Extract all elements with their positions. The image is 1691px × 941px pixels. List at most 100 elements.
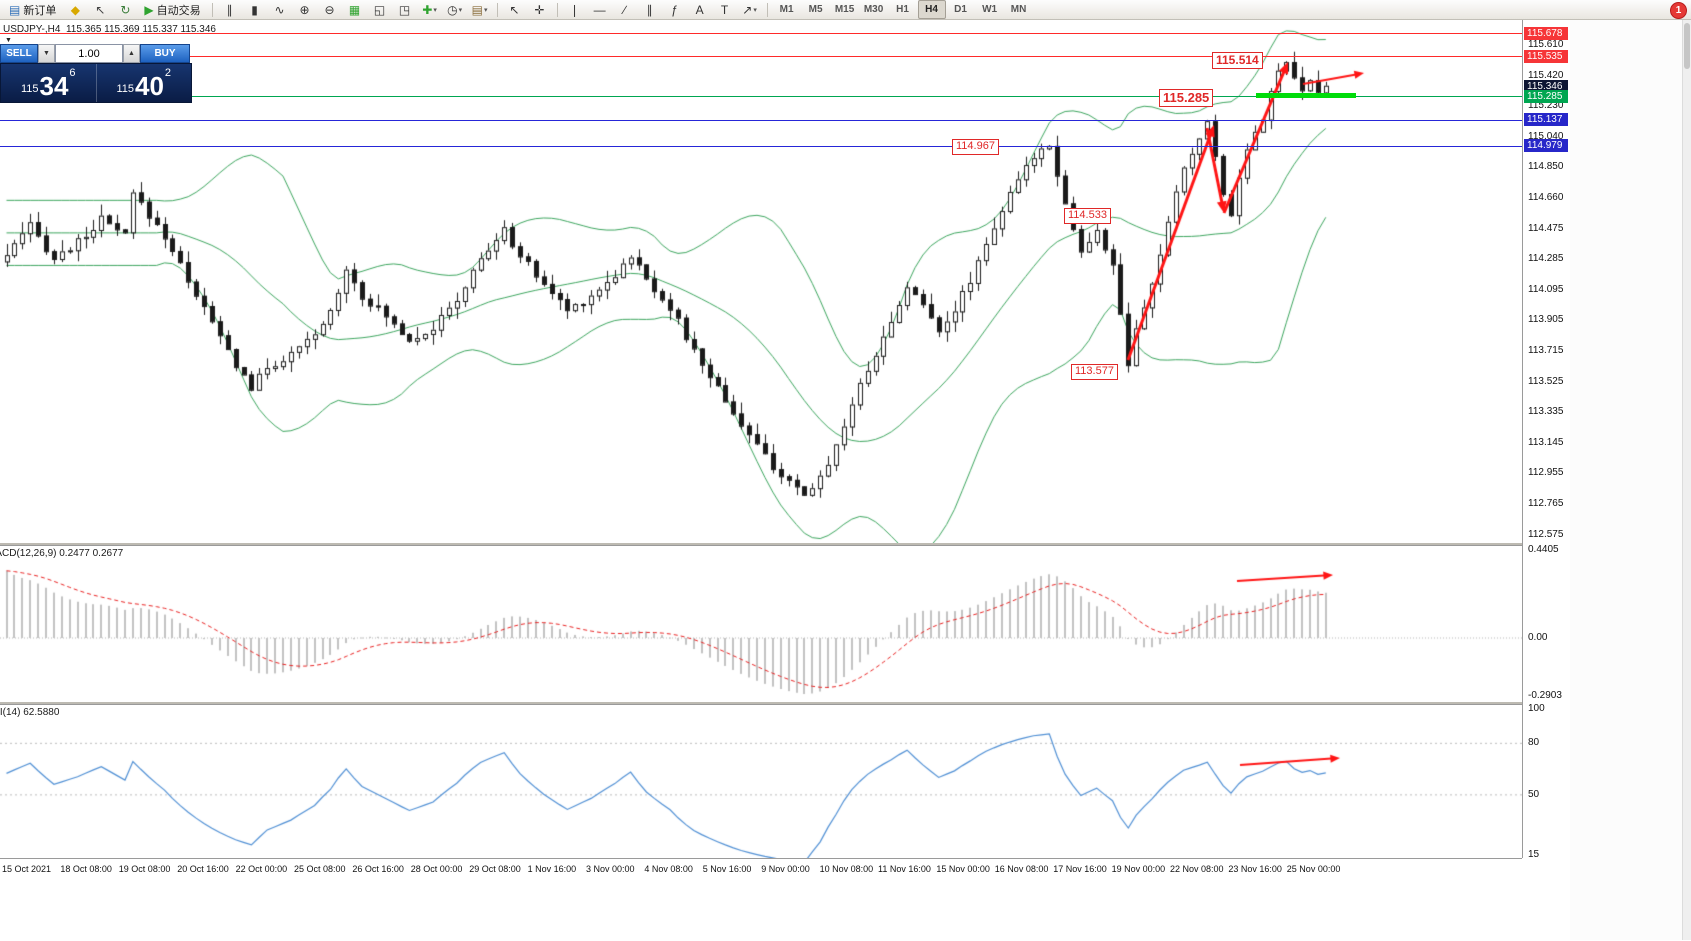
price-badge-115285: 115.285 xyxy=(1524,90,1568,103)
rsi-axis-tick: 100 xyxy=(1528,703,1545,714)
lot-size-input[interactable] xyxy=(55,44,123,63)
price-axis[interactable]: 115.610 115.420 115.230 115.040 114.850 114.6… xyxy=(1522,20,1570,860)
support-line-115285[interactable] xyxy=(0,96,1522,97)
timeframe-button-D1[interactable]: D1 xyxy=(954,4,967,15)
scrollbar-thumb[interactable] xyxy=(1684,23,1690,69)
notification-badge[interactable]: 1 xyxy=(1670,2,1687,19)
time-tick: 15 Oct 2021 xyxy=(2,864,52,874)
macd-label: MACD(12,26,9) 0.2477 0.2677 xyxy=(0,548,124,559)
buy-price-point: 2 xyxy=(164,67,172,79)
time-tick: 23 Nov 16:00 xyxy=(1228,864,1282,874)
rsi-label: RSI(14) 62.5880 xyxy=(0,707,60,718)
cursor-mode-icon[interactable]: ↖ xyxy=(88,0,112,19)
price-badge-114979: 114.979 xyxy=(1524,139,1568,152)
rsi-axis-tick: 50 xyxy=(1528,789,1540,800)
sell-button[interactable]: SELL xyxy=(0,44,38,63)
refresh-icon-glyph: ↻ xyxy=(120,2,131,17)
tile-windows-icon[interactable]: ▦ xyxy=(343,0,367,19)
bucket-fill-icon[interactable]: ◆ xyxy=(63,0,87,19)
price-tick: 114.850 xyxy=(1528,161,1564,172)
new-order-button-label: 新订单 xyxy=(23,4,57,17)
price-label-114533[interactable]: 114.533 xyxy=(1064,208,1111,224)
sell-price[interactable]: 115 34 6 xyxy=(1,64,97,102)
fibonacci-tool-icon[interactable]: ƒ xyxy=(663,0,687,19)
lot-increase-button[interactable]: ▲ xyxy=(123,44,140,63)
price-tick: 113.905 xyxy=(1528,314,1564,325)
price-tick: 112.765 xyxy=(1528,498,1564,509)
channel-tool-icon[interactable]: ∥ xyxy=(638,0,662,19)
new-order-button-glyph: ▤ xyxy=(9,2,21,17)
buy-button[interactable]: BUY xyxy=(140,44,190,63)
periods-button[interactable]: ◷ ▾ xyxy=(443,0,467,19)
lot-decrease-button[interactable]: ▼ xyxy=(38,44,55,63)
timeframe-button-MN[interactable]: MN xyxy=(1010,4,1027,15)
time-axis[interactable]: 15 Oct 2021 18 Oct 08:00 19 Oct 08:00 20 Oc… xyxy=(0,858,1522,941)
time-tick: 9 Nov 00:00 xyxy=(761,864,810,874)
time-tick: 1 Nov 16:00 xyxy=(527,864,577,874)
cascade-windows-icon[interactable]: ◱ xyxy=(368,0,392,19)
price-tick: 115.230 xyxy=(1528,100,1564,111)
autotrade-button[interactable]: ▶ 自动交易 xyxy=(138,0,206,19)
autotrade-button-glyph: ▶ xyxy=(144,2,154,17)
text-tool-icon-glyph: A xyxy=(695,2,704,17)
price-tick: 114.660 xyxy=(1528,192,1564,203)
price-label-115514[interactable]: 115.514 xyxy=(1212,52,1263,69)
price-chart-canvas[interactable] xyxy=(0,20,1522,543)
indicators-button[interactable]: ✚ ▾ xyxy=(418,0,442,19)
price-tick: 113.715 xyxy=(1528,345,1564,356)
candlestick-chart-icon[interactable]: ▮ xyxy=(243,0,267,19)
resistance-line-115535[interactable] xyxy=(0,56,1522,57)
timeframe-button-M30[interactable]: M30 xyxy=(863,4,884,15)
arrange-windows-icon[interactable]: ◳ xyxy=(393,0,417,19)
rsi-panel-canvas[interactable] xyxy=(0,704,1522,859)
crosshair-tool-icon-glyph: ✛ xyxy=(534,2,545,17)
horizontal-line-tool-icon-glyph: ― xyxy=(593,2,606,17)
price-label-114967[interactable]: 114.967 xyxy=(952,139,999,155)
templates-button-glyph: ▤ xyxy=(471,2,483,17)
zoom-out-icon-glyph: ⊖ xyxy=(324,2,335,17)
timeframe-button-H4[interactable]: H4 xyxy=(917,0,946,19)
one-click-trading-panel: SELL ▼ ▲ BUY 115 34 6 115 40 2 xyxy=(0,44,192,103)
vertical-scrollbar[interactable] xyxy=(1682,20,1691,940)
pointer-tool-icon[interactable]: ↖ xyxy=(503,0,527,19)
timeframe-button-H1[interactable]: H1 xyxy=(896,4,909,15)
price-label-113577[interactable]: 113.577 xyxy=(1071,364,1118,380)
text-tool-icon[interactable]: A xyxy=(688,0,712,19)
cascade-windows-icon-glyph: ◱ xyxy=(373,2,386,17)
label-tool-icon[interactable]: T xyxy=(713,0,737,19)
horizontal-line-tool-icon[interactable]: ― xyxy=(588,0,612,19)
price-label-115285[interactable]: 115.285 xyxy=(1159,89,1214,108)
panel-collapse-arrow[interactable]: ▼ xyxy=(5,37,12,44)
pointer-tool-icon-glyph: ↖ xyxy=(509,2,520,17)
bar-chart-icon[interactable]: ∥ xyxy=(218,0,242,19)
timeframe-button-M5[interactable]: M5 xyxy=(808,4,823,15)
support-line-115137[interactable] xyxy=(0,120,1522,121)
tile-windows-icon-glyph: ▦ xyxy=(348,2,361,17)
macd-panel-canvas[interactable] xyxy=(0,545,1522,703)
zoom-out-icon[interactable]: ⊖ xyxy=(318,0,342,19)
toolbar-separator xyxy=(496,2,498,17)
line-chart-icon[interactable]: ∿ xyxy=(268,0,292,19)
arrows-tool-button[interactable]: ↗ ▾ xyxy=(738,0,762,19)
price-tick: 114.475 xyxy=(1528,223,1564,234)
rsi-splitter[interactable] xyxy=(0,702,1522,704)
zoom-in-icon[interactable]: ⊕ xyxy=(293,0,317,19)
fibonacci-tool-icon-glyph: ƒ xyxy=(671,2,678,17)
macd-splitter[interactable] xyxy=(0,543,1522,545)
timeframe-button-W1[interactable]: W1 xyxy=(982,4,998,15)
new-order-button[interactable]: ▤ 新订单 xyxy=(3,0,62,19)
zoom-in-icon-glyph: ⊕ xyxy=(299,2,310,17)
templates-button[interactable]: ▤ ▾ xyxy=(468,0,492,19)
vertical-line-tool-icon[interactable]: ❘ xyxy=(563,0,587,19)
trendline-tool-icon[interactable]: ∕ xyxy=(613,0,637,19)
support-line-114979[interactable] xyxy=(0,146,1522,147)
buy-price[interactable]: 115 40 2 xyxy=(97,64,192,102)
resistance-line-115678[interactable] xyxy=(0,33,1522,34)
support-segment-thick[interactable] xyxy=(1256,93,1356,98)
indicators-button-glyph: ✚ xyxy=(422,2,433,17)
rsi-axis-tick: 80 xyxy=(1528,737,1540,748)
crosshair-tool-icon[interactable]: ✛ xyxy=(528,0,552,19)
timeframe-button-M1[interactable]: M1 xyxy=(779,4,794,15)
refresh-icon[interactable]: ↻ xyxy=(113,0,137,19)
timeframe-button-M15[interactable]: M15 xyxy=(834,4,855,15)
